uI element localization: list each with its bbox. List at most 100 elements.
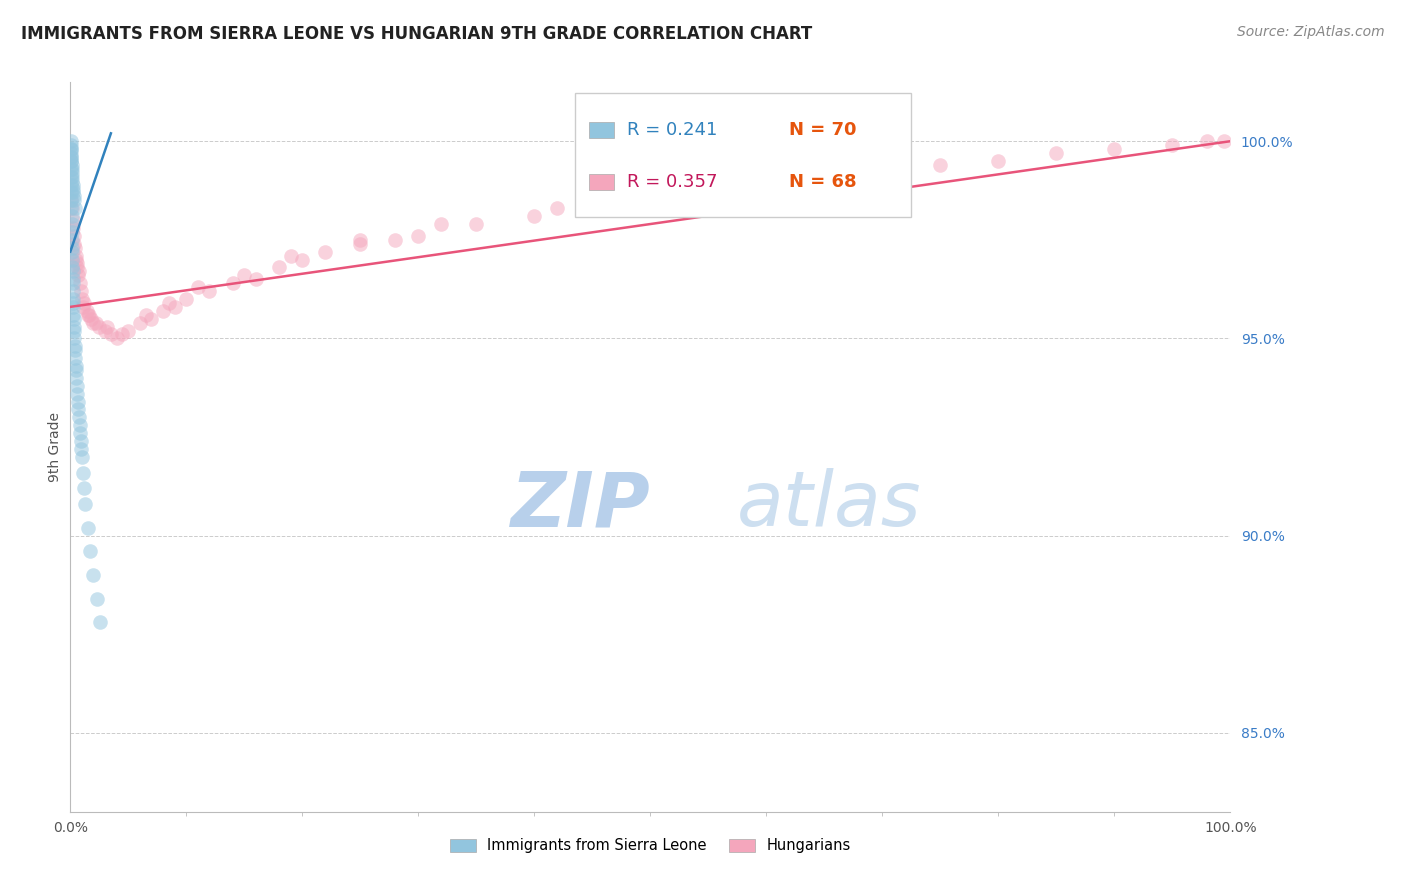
Point [60, 150, 83, 164]
Point [60, 209, 83, 223]
Point [813, 174, 835, 188]
Point [129, 316, 152, 330]
Point [67, 402, 90, 417]
Point [59, 134, 82, 148]
Point [174, 292, 197, 306]
Point [60, 260, 83, 275]
Point [79, 544, 101, 558]
Text: R = 0.357: R = 0.357 [627, 173, 717, 191]
Point [72, 300, 94, 314]
Point [59, 161, 82, 176]
Point [60, 178, 83, 192]
Point [60, 194, 83, 208]
FancyBboxPatch shape [589, 122, 614, 138]
Point [70, 292, 93, 306]
Point [59, 153, 82, 168]
Point [62, 300, 84, 314]
Point [987, 153, 1010, 168]
Point [929, 158, 952, 172]
Point [1104, 142, 1126, 156]
Point [66, 386, 89, 401]
Text: N = 68: N = 68 [790, 173, 858, 191]
Point [62, 296, 84, 310]
Point [80, 311, 103, 326]
Point [59, 169, 82, 184]
Legend: Immigrants from Sierra Leone, Hungarians: Immigrants from Sierra Leone, Hungarians [444, 832, 856, 859]
Point [73, 296, 96, 310]
Point [1195, 134, 1218, 148]
Point [222, 277, 245, 291]
Text: Source: ZipAtlas.com: Source: ZipAtlas.com [1237, 25, 1385, 39]
Point [59, 150, 82, 164]
Point [60, 233, 83, 247]
Point [141, 311, 163, 326]
Point [69, 434, 91, 448]
Point [60, 244, 83, 259]
Point [62, 311, 84, 326]
Point [66, 394, 89, 409]
Point [66, 378, 89, 392]
Point [245, 272, 267, 286]
Point [67, 264, 90, 278]
Point [62, 272, 84, 286]
Point [70, 450, 93, 464]
Point [62, 308, 84, 322]
Point [135, 308, 157, 322]
Point [60, 201, 83, 215]
Point [63, 201, 86, 215]
Point [315, 244, 337, 259]
Point [63, 343, 86, 358]
Point [60, 186, 83, 200]
Point [59, 142, 82, 156]
Point [76, 521, 98, 535]
Point [408, 228, 430, 243]
Point [111, 327, 134, 342]
Point [60, 161, 83, 176]
Point [105, 331, 128, 345]
Text: N = 70: N = 70 [790, 121, 858, 139]
Point [60, 153, 83, 168]
Point [63, 351, 86, 366]
Point [69, 284, 91, 298]
Y-axis label: 9th Grade: 9th Grade [48, 412, 62, 482]
Point [67, 410, 90, 425]
FancyBboxPatch shape [575, 93, 911, 217]
Point [349, 233, 371, 247]
Point [62, 228, 84, 243]
Point [60, 174, 83, 188]
Point [547, 201, 569, 215]
Point [280, 249, 302, 263]
Point [67, 268, 90, 283]
Point [69, 426, 91, 441]
Point [65, 359, 87, 373]
Point [66, 260, 89, 275]
Point [77, 308, 100, 322]
Point [65, 249, 87, 263]
Point [70, 442, 93, 456]
Point [73, 481, 96, 495]
Point [187, 280, 209, 294]
Point [384, 233, 406, 247]
Point [117, 324, 139, 338]
Point [63, 331, 86, 345]
Point [163, 300, 186, 314]
Text: IMMIGRANTS FROM SIERRA LEONE VS HUNGARIAN 9TH GRADE CORRELATION CHART: IMMIGRANTS FROM SIERRA LEONE VS HUNGARIA… [21, 25, 813, 43]
Point [60, 158, 83, 172]
Point [581, 201, 603, 215]
Point [59, 138, 82, 153]
Point [100, 327, 122, 342]
Point [94, 324, 117, 338]
Point [72, 466, 94, 480]
Point [1045, 146, 1067, 161]
Point [65, 252, 87, 267]
Point [523, 209, 546, 223]
Point [62, 213, 84, 227]
Point [89, 319, 111, 334]
Point [152, 303, 174, 318]
Point [291, 252, 314, 267]
Point [76, 303, 98, 318]
FancyBboxPatch shape [589, 174, 614, 190]
Point [62, 178, 84, 192]
Point [62, 189, 84, 203]
Point [96, 319, 118, 334]
